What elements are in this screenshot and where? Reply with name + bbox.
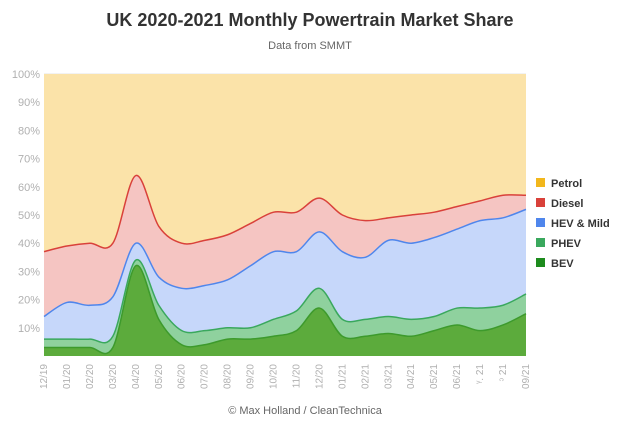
area-petrol — [44, 74, 526, 252]
y-tick-label: 60% — [18, 182, 40, 194]
y-tick-label: 40% — [18, 238, 40, 250]
legend: Petrol Diesel HEV & Mild PHEV BEV — [536, 178, 610, 270]
legend-swatch — [536, 218, 545, 227]
x-tick-label: 09/21 — [521, 364, 532, 389]
x-tick-label: 01/20 — [62, 364, 73, 389]
x-tick-label: 08/20 — [223, 364, 234, 389]
legend-label: BEV — [551, 258, 574, 270]
x-tick-label: 05/20 — [154, 364, 165, 389]
legend-label: HEV & Mild — [551, 218, 610, 230]
area-bev — [44, 265, 526, 356]
x-tick-label: 02/21 — [360, 364, 371, 389]
line-bev — [44, 264, 527, 355]
y-tick-label: 70% — [18, 154, 40, 166]
area-phev — [44, 259, 526, 354]
legend-swatch — [536, 198, 545, 207]
x-tick-label: 04/21 — [406, 364, 417, 389]
x-tick-label: 04/20 — [131, 364, 142, 389]
legend-label: Petrol — [551, 178, 582, 190]
line-diesel — [43, 174, 527, 253]
chart-subtitle: Data from SMMT — [268, 40, 352, 52]
x-axis-ticks: 12/19 01/20 02/20 03/20 04/20 05/20 06/20 07/20… — [39, 364, 532, 389]
plot-lines — [43, 174, 527, 355]
x-tick-label: ᵞ. 21 — [475, 364, 486, 384]
plot-areas — [44, 74, 526, 356]
x-tick-label: 03/21 — [383, 364, 394, 389]
chart-credit: © Max Holland / CleanTechnica — [228, 405, 383, 417]
x-tick-label: 03/20 — [108, 364, 119, 389]
x-tick-label: 01/21 — [337, 364, 348, 389]
x-tick-label: 12/20 — [314, 364, 325, 389]
x-tick-label: 02/20 — [85, 364, 96, 389]
legend-swatch — [536, 238, 545, 247]
y-tick-label: 80% — [18, 125, 40, 137]
y-tick-label: 90% — [18, 97, 40, 109]
y-tick-label: 100% — [12, 69, 40, 81]
x-tick-label: 07/20 — [200, 364, 211, 389]
y-axis-ticks: 10% 20% 30% 40% 50% 60% 70% 80% 90% 100% — [12, 69, 40, 335]
line-phev — [43, 259, 527, 344]
x-tick-label: 05/21 — [429, 364, 440, 389]
x-tick-label: 09/20 — [246, 364, 257, 389]
line-hev-mild — [43, 208, 527, 318]
x-tick-label: 12/19 — [39, 364, 50, 389]
x-tick-label: 06/20 — [177, 364, 188, 389]
y-tick-label: 50% — [18, 210, 40, 222]
x-tick-label: 11/20 — [291, 364, 302, 389]
x-tick-label: 06/21 — [452, 364, 463, 389]
chart-title: UK 2020-2021 Monthly Powertrain Market S… — [106, 10, 513, 30]
y-tick-label: 20% — [18, 295, 40, 307]
y-tick-label: 30% — [18, 266, 40, 278]
x-tick-label: 10/20 — [269, 364, 280, 389]
legend-label: PHEV — [551, 238, 582, 250]
legend-swatch — [536, 178, 545, 187]
x-tick-label: ᵓ 21 — [498, 364, 509, 382]
legend-label: Diesel — [551, 198, 583, 210]
y-tick-label: 10% — [18, 323, 40, 335]
legend-swatch — [536, 258, 545, 267]
